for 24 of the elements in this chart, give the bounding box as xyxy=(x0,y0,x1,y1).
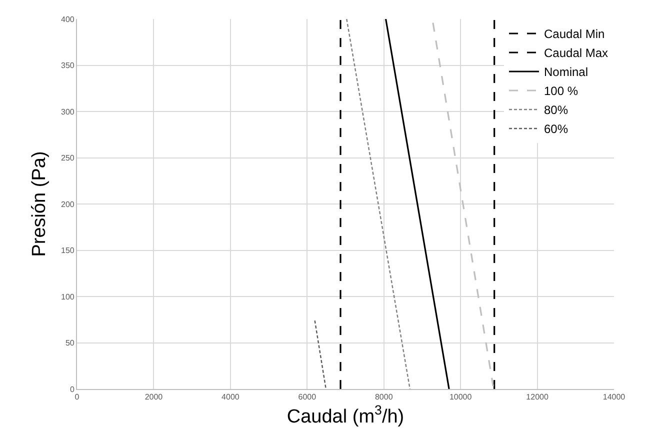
y-tick-label: 100 xyxy=(61,292,75,302)
x-tick-label: 10000 xyxy=(449,392,472,402)
y-tick-label: 400 xyxy=(61,14,75,24)
y-tick-label: 200 xyxy=(61,200,75,209)
y-tick-label: 150 xyxy=(61,246,75,256)
x-tick-label: 6000 xyxy=(298,392,317,402)
legend-label: 80% xyxy=(544,103,568,118)
x-tick-label: 2000 xyxy=(144,392,164,402)
y-tick-label: 0 xyxy=(70,384,75,394)
x-tick-label: 14000 xyxy=(602,392,626,402)
y-tick-label: 350 xyxy=(61,61,75,70)
legend-label: Caudal Max xyxy=(544,46,608,60)
legend-label: 60% xyxy=(544,122,568,136)
legend-label: 100 % xyxy=(544,84,578,98)
y-axis-title: Presión (Pa) xyxy=(28,151,50,257)
x-tick-label: 12000 xyxy=(526,392,549,402)
x-axis-title: Caudal (m$^{3}$/h) xyxy=(286,402,404,428)
y-tick-label: 50 xyxy=(65,338,75,348)
y-tick-label: 300 xyxy=(61,107,75,116)
legend-label: Nominal xyxy=(544,65,588,80)
legend-label: Caudal Min xyxy=(544,27,605,42)
x-tick-label: 8000 xyxy=(374,392,394,402)
y-tick-label: 250 xyxy=(61,154,75,163)
x-tick-label: 4000 xyxy=(222,392,240,402)
